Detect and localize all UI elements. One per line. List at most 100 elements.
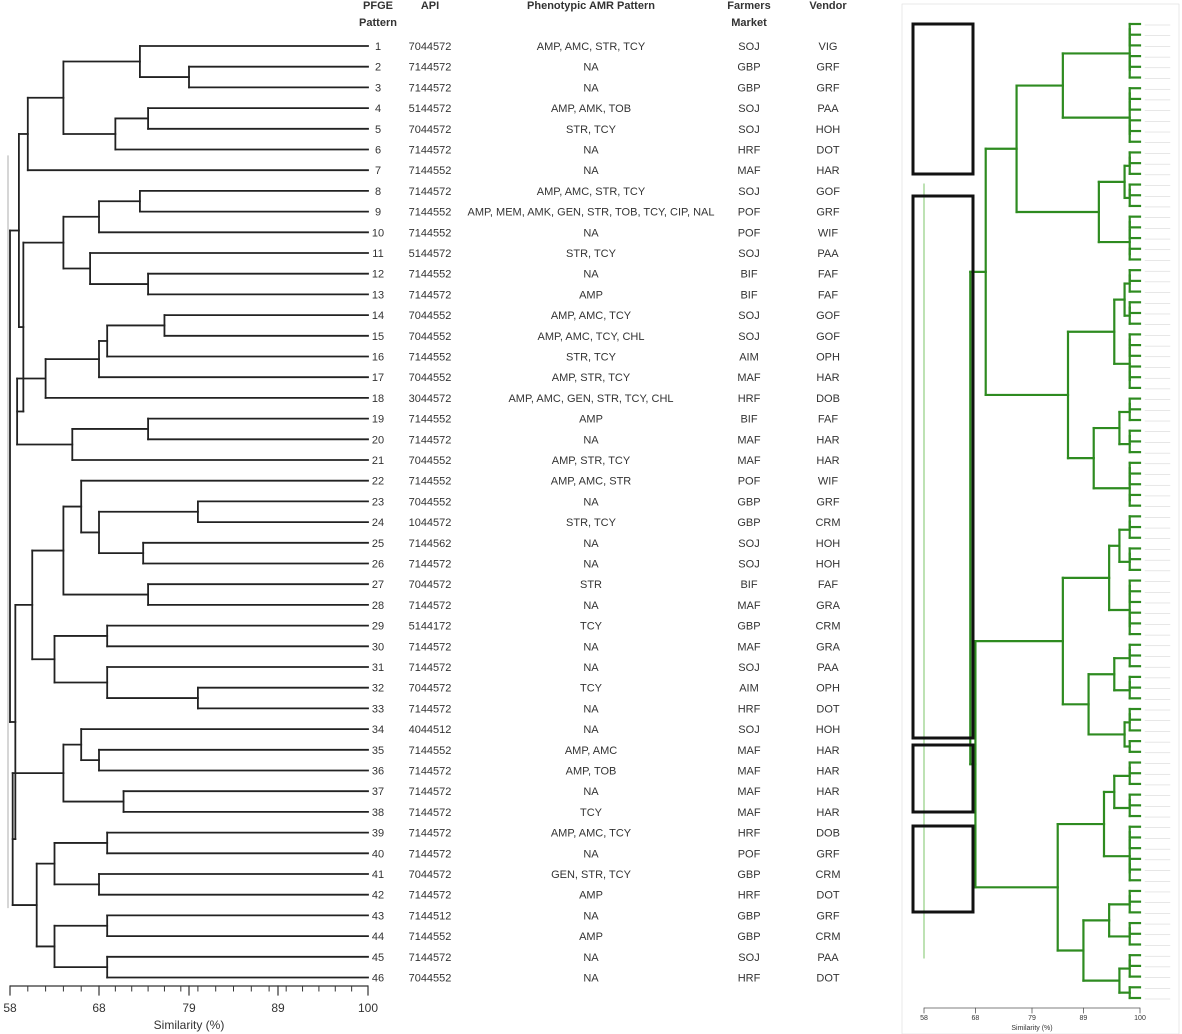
api-cell: 7144552 <box>409 352 452 364</box>
pfge-pattern-cell: 21 <box>372 455 384 467</box>
vendor-cell: GRF <box>816 207 840 219</box>
pfge-pattern-cell: 23 <box>372 496 384 508</box>
farmers-market-cell: HRF <box>738 828 761 840</box>
amr-pattern-cell: AMP, AMC <box>565 745 617 757</box>
pfge-pattern-cell: 35 <box>372 745 384 757</box>
axis-title: Similarity (%) <box>154 1018 225 1032</box>
highlight-box <box>911 743 975 814</box>
vendor-cell: GRF <box>816 62 840 74</box>
thumbnail-axis-title: Similarity (%) <box>1011 1025 1052 1032</box>
table-row: 8 7144572 AMP, AMC, STR, TCY SOJ GOF <box>375 186 840 198</box>
api-cell: 5144172 <box>409 621 452 633</box>
farmers-market-cell: POF <box>738 476 761 488</box>
pfge-pattern-cell: 7 <box>375 165 381 177</box>
farmers-market-cell: SOJ <box>738 538 759 550</box>
table-row: 44 7144552 AMP GBP CRM <box>372 931 841 943</box>
amr-pattern-cell: AMP, STR, TCY <box>552 372 631 384</box>
api-cell: 7144572 <box>409 807 452 819</box>
pfge-pattern-cell: 30 <box>372 641 384 653</box>
vendor-cell: GOF <box>816 310 840 322</box>
table-row: 19 7144552 AMP BIF FAF <box>372 414 838 426</box>
api-cell: 7044572 <box>409 124 452 136</box>
vendor-cell: GOF <box>816 331 840 343</box>
amr-pattern-cell: AMP, AMK, TOB <box>551 103 631 115</box>
farmers-market-cell: GBP <box>737 517 760 529</box>
vendor-cell: FAF <box>818 269 838 281</box>
api-cell: 7044552 <box>409 372 452 384</box>
pfge-pattern-cell: 28 <box>372 600 384 612</box>
api-cell: 7144552 <box>409 476 452 488</box>
api-cell: 7144572 <box>409 600 452 612</box>
vendor-cell: DOT <box>816 703 840 715</box>
pfge-pattern-cell: 38 <box>372 807 384 819</box>
table-row: 17 7044552 AMP, STR, TCY MAF HAR <box>372 372 840 384</box>
vendor-cell: HAR <box>816 455 839 467</box>
amr-pattern-cell: AMP, AMC, TCY <box>551 828 632 840</box>
amr-pattern-cell: NA <box>583 724 599 736</box>
amr-pattern-cell: NA <box>583 227 599 239</box>
pfge-pattern-cell: 42 <box>372 890 384 902</box>
farmers-market-cell: SOJ <box>738 103 759 115</box>
pfge-pattern-cell: 18 <box>372 393 384 405</box>
amr-pattern-cell: AMP, TOB <box>566 766 617 778</box>
api-cell: 5144572 <box>409 103 452 115</box>
table-row: 25 7144562 NA SOJ HOH <box>372 538 840 550</box>
amr-pattern-cell: NA <box>583 62 599 74</box>
table-row: 38 7144572 TCY MAF HAR <box>372 807 840 819</box>
table-row: 33 7144572 NA HRF DOT <box>372 703 840 715</box>
farmers-market-cell: MAF <box>737 786 761 798</box>
vendor-cell: GRA <box>816 641 841 653</box>
farmers-market-cell: MAF <box>737 745 761 757</box>
api-cell: 4044512 <box>409 724 452 736</box>
api-cell: 7144552 <box>409 931 452 943</box>
highlight-box <box>911 824 975 914</box>
amr-pattern-cell: AMP <box>579 931 603 943</box>
amr-pattern-cell: NA <box>583 165 599 177</box>
header-vendor: Vendor <box>809 0 847 12</box>
pfge-pattern-cell: 27 <box>372 579 384 591</box>
amr-pattern-cell: GEN, STR, TCY <box>551 869 632 881</box>
pfge-pattern-cell: 17 <box>372 372 384 384</box>
amr-pattern-cell: NA <box>583 848 599 860</box>
vendor-cell: HAR <box>816 807 839 819</box>
thumbnail-axis-tick-label: 79 <box>1028 1015 1036 1022</box>
vendor-cell: CRM <box>815 931 840 943</box>
table-row: 34 4044512 NA SOJ HOH <box>372 724 840 736</box>
header-api: API <box>421 0 439 12</box>
table-row: 28 7144572 NA MAF GRA <box>372 600 841 612</box>
thumbnail-axis-tick-label: 58 <box>920 1015 928 1022</box>
table-row: 21 7044552 AMP, STR, TCY MAF HAR <box>372 455 840 467</box>
api-cell: 7144572 <box>409 766 452 778</box>
table-row: 43 7144512 NA GBP GRF <box>372 910 840 922</box>
axis-tick-label: 58 <box>3 1001 17 1015</box>
amr-pattern-cell: NA <box>583 559 599 571</box>
api-cell: 7144552 <box>409 227 452 239</box>
amr-pattern-cell: AMP <box>579 289 603 301</box>
farmers-market-cell: GBP <box>737 496 760 508</box>
table-row: 35 7144552 AMP, AMC MAF HAR <box>372 745 840 757</box>
table-row: 24 1044572 STR, TCY GBP CRM <box>372 517 841 529</box>
amr-pattern-cell: NA <box>583 703 599 715</box>
table-row: 12 7144552 NA BIF FAF <box>372 269 838 281</box>
farmers-market-cell: SOJ <box>738 186 759 198</box>
pfge-pattern-cell: 11 <box>372 248 383 260</box>
farmers-market-cell: POF <box>738 848 761 860</box>
farmers-market-cell: MAF <box>737 641 761 653</box>
pfge-pattern-cell: 4 <box>375 103 381 115</box>
api-cell: 7144552 <box>409 414 452 426</box>
pfge-pattern-cell: 44 <box>372 931 384 943</box>
api-cell: 7044572 <box>409 41 452 53</box>
api-cell: 7044552 <box>409 331 452 343</box>
api-cell: 7144552 <box>409 745 452 757</box>
farmers-market-cell: BIF <box>740 579 757 591</box>
api-cell: 7144572 <box>409 952 452 964</box>
table-row: 18 3044572 AMP, AMC, GEN, STR, TCY, CHL HRF… <box>372 393 840 405</box>
farmers-market-cell: HRF <box>738 393 761 405</box>
vendor-cell: WIF <box>818 476 838 488</box>
vendor-cell: CRM <box>815 621 840 633</box>
pfge-pattern-cell: 1 <box>375 41 381 53</box>
amr-pattern-cell: STR, TCY <box>566 124 617 136</box>
vendor-cell: FAF <box>818 289 838 301</box>
table-row: 31 7144572 NA SOJ PAA <box>372 662 839 674</box>
